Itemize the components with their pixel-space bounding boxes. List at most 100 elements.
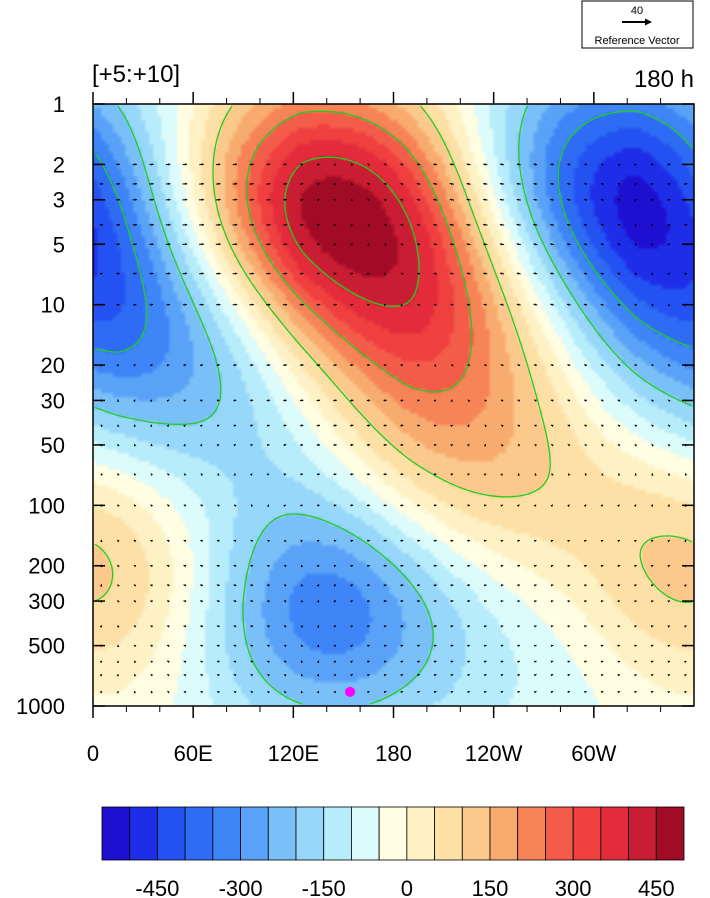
wind-vector (584, 182, 587, 186)
wind-vector (316, 163, 320, 166)
wind-vector (567, 564, 571, 568)
wind-vector (484, 674, 487, 677)
wind-vector (200, 473, 204, 476)
colorbar-label: 300 (555, 876, 592, 898)
wind-vector (684, 625, 687, 628)
wind-vector (165, 223, 171, 226)
wind-vector (133, 673, 137, 677)
wind-vector (232, 198, 238, 201)
wind-vector (250, 504, 254, 508)
wind-vector (350, 272, 354, 275)
wind-vector (684, 673, 687, 677)
wind-vector (433, 163, 438, 166)
wind-vector (333, 223, 337, 227)
wind-vector (166, 364, 170, 367)
wind-vector (449, 163, 454, 166)
wind-vector (584, 564, 587, 568)
wind-vector (367, 303, 370, 306)
wind-vector (116, 303, 120, 306)
wind-vector (566, 272, 571, 275)
wind-vector (117, 473, 120, 476)
wind-vector (183, 364, 187, 367)
wind-vector (584, 424, 587, 427)
wind-vector (651, 303, 654, 307)
wind-vector (550, 584, 554, 587)
wind-vector (266, 625, 270, 628)
wind-vector (583, 364, 588, 367)
wind-vector (116, 223, 121, 226)
wind-vector (566, 303, 571, 306)
wind-vector (617, 243, 621, 246)
wind-vector (650, 674, 654, 677)
wind-vector (249, 198, 254, 201)
wind-vector (483, 163, 488, 166)
wind-vector (350, 564, 354, 568)
wind-vector (516, 163, 521, 166)
wind-vector (366, 564, 370, 567)
wind-vector (650, 182, 654, 186)
wind-vector (600, 539, 604, 543)
wind-vector (433, 600, 437, 603)
wind-vector (416, 600, 421, 603)
wind-vector (634, 223, 637, 227)
wind-vector (583, 223, 588, 227)
wind-vector (400, 303, 403, 307)
wind-vector (132, 182, 137, 185)
wind-vector (517, 364, 521, 367)
wind-vector (366, 443, 371, 447)
wind-vector (232, 272, 238, 275)
wind-vector (400, 399, 404, 402)
wind-vector (383, 644, 387, 647)
wind-vector (166, 625, 170, 628)
wind-vector (300, 660, 304, 664)
wind-vector (149, 223, 154, 226)
wind-vector (232, 303, 238, 306)
wind-vector (133, 399, 136, 402)
wind-vector (533, 272, 538, 275)
wind-vector (267, 539, 270, 543)
wind-vector (534, 674, 537, 677)
wind-vector (250, 673, 254, 677)
wind-vector (601, 163, 604, 166)
wind-vector (650, 223, 654, 227)
wind-vector (150, 539, 153, 543)
wind-vector (533, 223, 538, 226)
wind-vector (265, 243, 271, 246)
wind-vector (216, 644, 220, 647)
colorbar-swatch (184, 806, 214, 861)
wind-vector (467, 424, 470, 428)
wind-vector (517, 443, 521, 447)
wind-vector (367, 198, 371, 202)
wind-vector (634, 690, 637, 694)
location-marker (345, 686, 356, 697)
wind-vector (216, 625, 220, 628)
wind-vector (249, 163, 254, 166)
wind-vector (534, 584, 537, 587)
wind-vector (133, 644, 137, 648)
wind-vector (534, 600, 537, 603)
wind-vector (600, 424, 604, 427)
wind-vector (667, 443, 671, 447)
wind-vector (232, 163, 238, 166)
wind-vector (466, 243, 471, 246)
wind-vector (233, 564, 237, 568)
wind-vector (216, 399, 220, 402)
wind-vector (283, 644, 287, 648)
wind-vector (567, 600, 571, 603)
wind-vector (166, 660, 170, 663)
wind-vector (183, 660, 187, 663)
x-tick-label: 60E (174, 741, 213, 766)
contour-line (94, 105, 693, 705)
wind-vector (366, 539, 370, 542)
wind-vector (350, 198, 353, 201)
x-tick-label: 120W (465, 741, 523, 766)
wind-vector (567, 584, 571, 587)
wind-vector (600, 399, 604, 402)
wind-vector (266, 163, 271, 166)
wind-vector (517, 539, 520, 543)
wind-vector (166, 399, 170, 402)
wind-vector (416, 539, 421, 542)
wind-vector (283, 600, 287, 603)
wind-vector (433, 504, 437, 507)
y-tick-label: 1 (53, 92, 65, 117)
